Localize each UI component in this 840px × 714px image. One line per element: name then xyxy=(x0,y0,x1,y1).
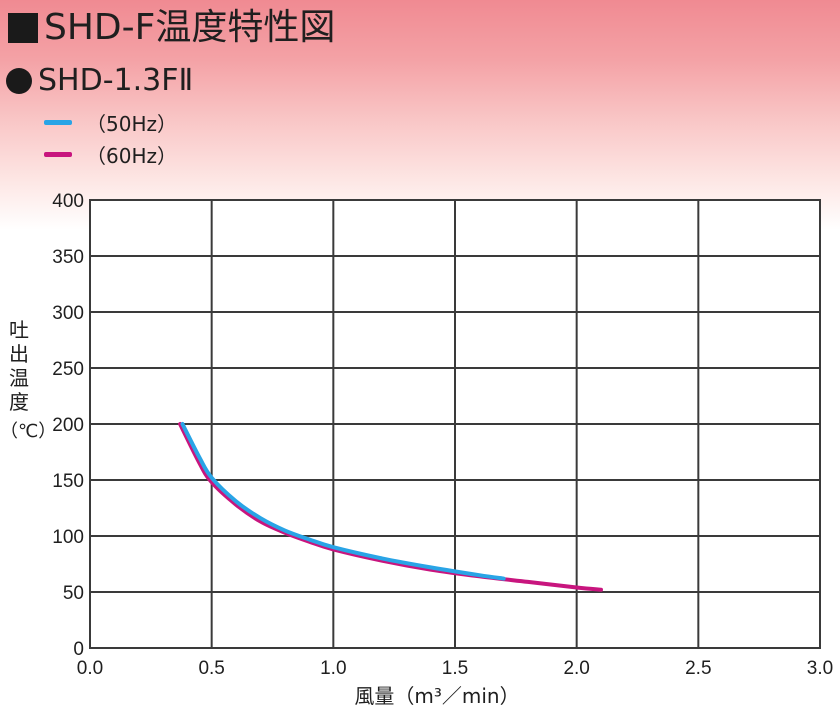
y-axis-label-char: 温 xyxy=(9,366,29,390)
x-tick-label: 3.0 xyxy=(807,658,833,679)
x-tick-label: 2.0 xyxy=(563,658,589,679)
legend-item-60hz: （60Hz） xyxy=(44,138,177,170)
y-tick-label: 100 xyxy=(52,527,84,548)
y-axis-label-char: 出 xyxy=(9,342,29,366)
x-axis-label: 風量（m³／min） xyxy=(354,684,520,708)
legend-swatch-50hz xyxy=(44,119,72,125)
legend: （50Hz） （60Hz） xyxy=(44,106,177,170)
y-tick-label: 50 xyxy=(63,583,84,604)
series-line-50hz xyxy=(180,422,506,581)
legend-label-50hz: （50Hz） xyxy=(86,111,177,136)
y-axis-label-char: 吐 xyxy=(9,318,29,342)
y-tick-label: 150 xyxy=(52,471,84,492)
y-tick-label: 400 xyxy=(52,191,84,212)
series-line-60hz xyxy=(178,422,603,592)
x-tick-label: 1.5 xyxy=(442,658,468,679)
y-tick-label: 0 xyxy=(73,639,84,660)
y-tick-label: 250 xyxy=(52,359,84,380)
subtitle-row: SHD-1.3FⅡ xyxy=(6,64,193,98)
legend-swatch-60hz xyxy=(44,151,72,157)
x-tick-label: 0.0 xyxy=(77,658,103,679)
x-tick-label: 2.5 xyxy=(685,658,711,679)
black-circle-bullet-icon xyxy=(6,68,32,94)
y-tick-label: 200 xyxy=(52,415,84,436)
page-title: SHD-F温度特性図 xyxy=(44,7,336,48)
x-tick-label: 1.0 xyxy=(320,658,346,679)
y-tick-label: 300 xyxy=(52,303,84,324)
legend-item-50hz: （50Hz） xyxy=(44,106,177,138)
y-tick-label: 350 xyxy=(52,247,84,268)
x-tick-label: 0.5 xyxy=(198,658,224,679)
title-row: SHD-F温度特性図 xyxy=(8,6,335,50)
legend-label-60hz: （60Hz） xyxy=(86,143,177,168)
black-square-icon xyxy=(8,13,38,43)
y-axis-label-char: 度 xyxy=(9,390,29,414)
model-subtitle: SHD-1.3FⅡ xyxy=(38,63,194,98)
